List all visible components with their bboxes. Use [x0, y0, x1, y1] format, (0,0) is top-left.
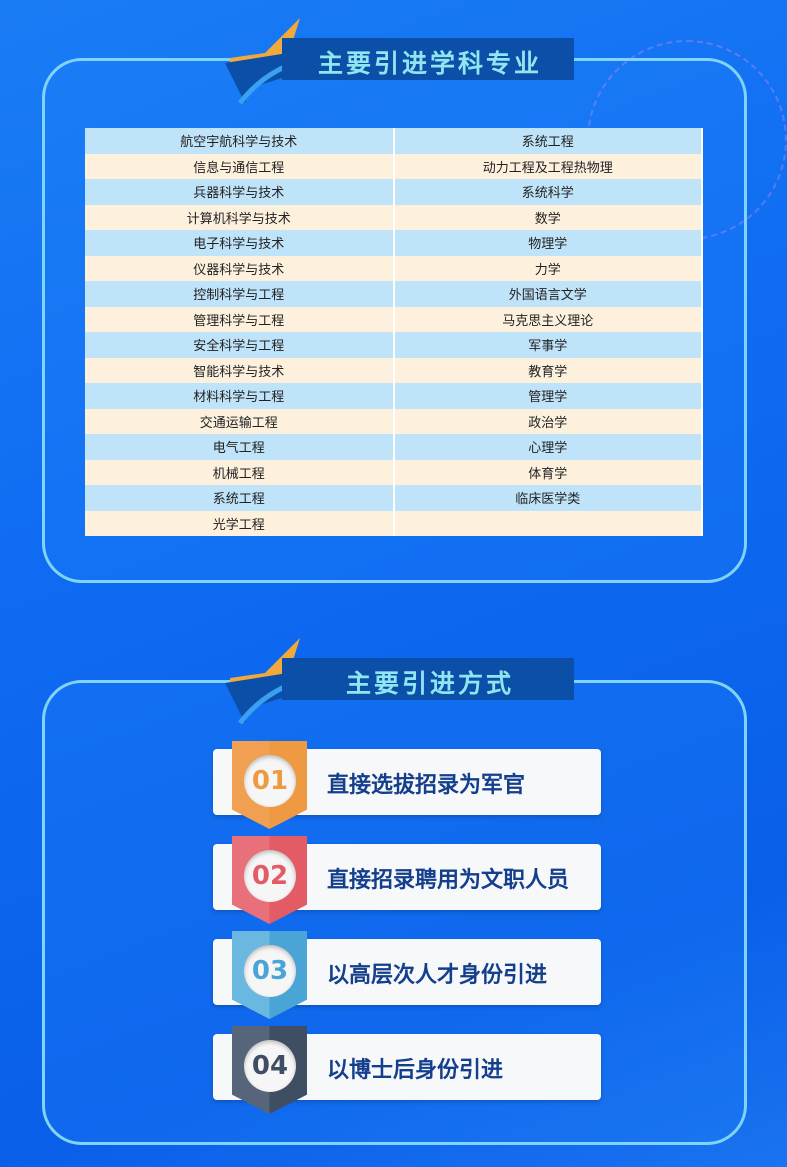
table-cell: 管理学	[393, 383, 703, 409]
table-cell: 力学	[393, 255, 703, 281]
number-badge: 03	[232, 931, 307, 1019]
table-cell: 仪器科学与技术	[85, 255, 395, 281]
table-cell: 智能科学与技术	[85, 357, 395, 383]
table-cell: 电子科学与技术	[85, 230, 395, 256]
table-row: 兵器科学与技术 系统科学	[85, 179, 703, 205]
table-row: 系统工程 临床医学类	[85, 485, 703, 511]
table-row: 光学工程	[85, 510, 703, 536]
table-row: 信息与通信工程 动力工程及工程热物理	[85, 153, 703, 179]
table-cell: 光学工程	[85, 510, 395, 536]
majors-table: 航空宇航科学与技术 系统工程 信息与通信工程 动力工程及工程热物理 兵器科学与技术 系统科…	[85, 128, 703, 536]
table-cell: 临床医学类	[393, 485, 703, 511]
table-row: 安全科学与工程 军事学	[85, 332, 703, 358]
table-cell: 政治学	[393, 408, 703, 434]
table-cell: 心理学	[393, 434, 703, 460]
table-row: 管理科学与工程 马克思主义理论	[85, 306, 703, 332]
table-cell: 兵器科学与技术	[85, 179, 395, 205]
section-title-text: 主要引进学科专业	[317, 49, 542, 78]
table-cell: 控制科学与工程	[85, 281, 395, 307]
table-cell: 管理科学与工程	[85, 306, 395, 332]
table-cell: 数学	[393, 204, 703, 230]
table-cell: 安全科学与工程	[85, 332, 395, 358]
section-title-methods: 主要引进方式	[210, 628, 575, 725]
badge-number: 01	[244, 755, 296, 807]
table-row: 电子科学与技术 物理学	[85, 230, 703, 256]
table-cell	[393, 510, 703, 536]
badge-number: 02	[244, 850, 296, 902]
table-row: 仪器科学与技术 力学	[85, 255, 703, 281]
table-cell: 马克思主义理论	[393, 306, 703, 332]
table-cell: 计算机科学与技术	[85, 204, 395, 230]
badge-number: 03	[244, 945, 296, 997]
table-cell: 航空宇航科学与技术	[85, 128, 395, 154]
table-row: 控制科学与工程 外国语言文学	[85, 281, 703, 307]
table-cell: 军事学	[393, 332, 703, 358]
table-row: 计算机科学与技术 数学	[85, 204, 703, 230]
method-label: 直接选拔招录为军官	[327, 773, 526, 798]
table-cell: 系统科学	[393, 179, 703, 205]
table-cell: 机械工程	[85, 459, 395, 485]
table-row: 智能科学与技术 教育学	[85, 357, 703, 383]
method-label: 以高层次人才身份引进	[327, 963, 548, 988]
number-badge: 02	[232, 836, 307, 924]
section-title-majors: 主要引进学科专业	[210, 8, 575, 105]
table-cell: 系统工程	[85, 485, 395, 511]
number-badge: 04	[232, 1026, 307, 1114]
table-cell: 系统工程	[393, 128, 703, 154]
table-cell: 体育学	[393, 459, 703, 485]
method-label: 以博士后身份引进	[327, 1058, 504, 1083]
table-row: 电气工程 心理学	[85, 434, 703, 460]
table-cell: 信息与通信工程	[85, 153, 395, 179]
table-cell: 电气工程	[85, 434, 395, 460]
table-cell: 外国语言文学	[393, 281, 703, 307]
method-label: 直接招录聘用为文职人员	[327, 868, 570, 893]
number-badge: 01	[232, 741, 307, 829]
table-cell: 交通运输工程	[85, 408, 395, 434]
badge-number: 04	[244, 1040, 296, 1092]
table-row: 机械工程 体育学	[85, 459, 703, 485]
table-cell: 物理学	[393, 230, 703, 256]
table-row: 航空宇航科学与技术 系统工程	[85, 128, 703, 154]
table-cell: 教育学	[393, 357, 703, 383]
table-row: 材料科学与工程 管理学	[85, 383, 703, 409]
section-title-text: 主要引进方式	[345, 669, 514, 698]
table-row: 交通运输工程 政治学	[85, 408, 703, 434]
table-cell: 动力工程及工程热物理	[393, 153, 703, 179]
table-cell: 材料科学与工程	[85, 383, 395, 409]
